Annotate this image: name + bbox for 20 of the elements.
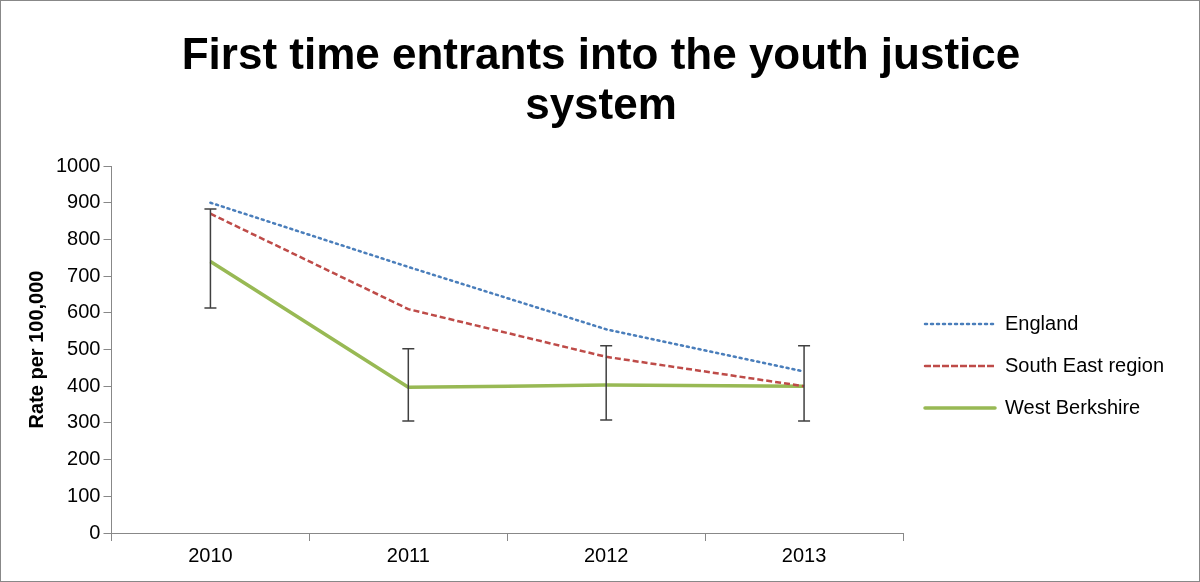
y-tick-label: 0 (89, 520, 101, 543)
y-tick-label: 300 (67, 410, 101, 433)
x-tick-label: 2010 (188, 543, 233, 566)
y-tick-label: 400 (67, 373, 101, 396)
x-tick-label: 2011 (386, 543, 430, 566)
y-tick-label: 200 (67, 447, 101, 470)
chart-title: First time entrants into the youth justice system (180, 29, 1022, 129)
y-tick-label: 1000 (55, 153, 101, 176)
y-axis-title: Rate per 100,000 (24, 270, 47, 429)
y-tick-label: 700 (67, 263, 101, 286)
legend-label: England (1005, 311, 1079, 334)
y-tick-label: 100 (67, 483, 101, 506)
y-tick-label: 500 (67, 337, 101, 360)
legend-label: West Berkshire (1005, 395, 1141, 418)
y-tick-label: 800 (67, 226, 101, 249)
legend-label: South East region (1005, 353, 1165, 376)
x-tick-label: 2013 (781, 543, 827, 566)
y-tick-label: 600 (67, 300, 101, 323)
x-tick-label: 2012 (583, 543, 629, 566)
y-tick-label: 900 (67, 190, 101, 213)
